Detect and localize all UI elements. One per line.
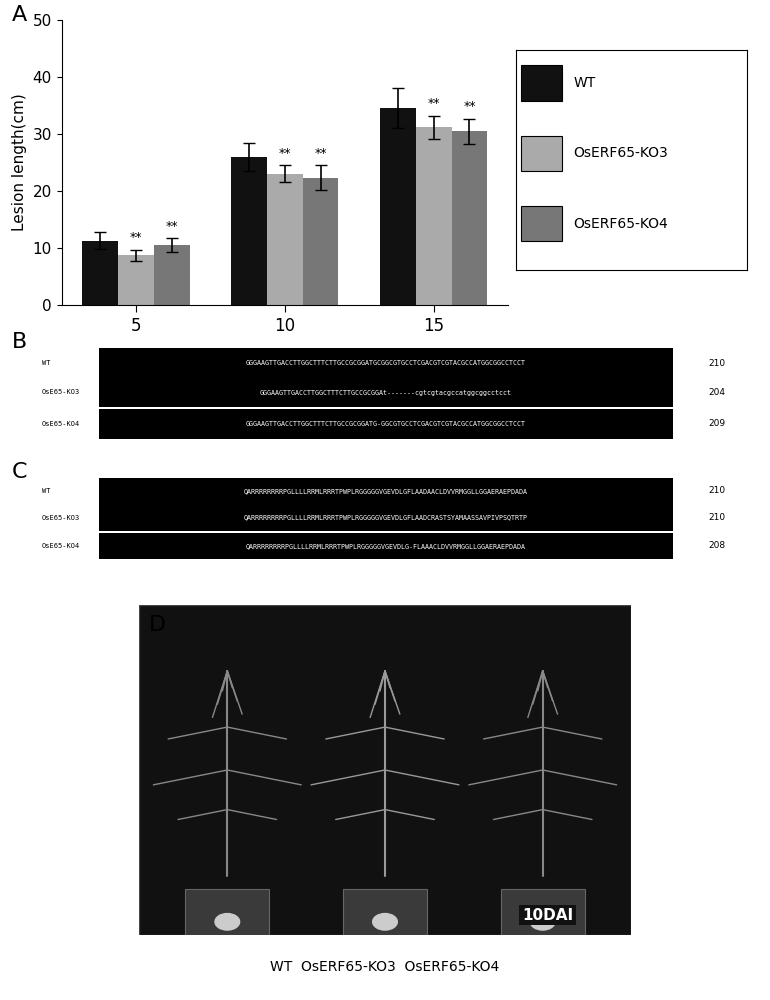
Bar [380,108,416,305]
FancyBboxPatch shape [99,504,672,531]
Text: GGGAAGTTGACCTTGGCTTTCTTGCCGCGGATGCGGCGTGCCTCGACGTCGTACGCCATGGCGGCCTCCT: GGGAAGTTGACCTTGGCTTTCTTGCCGCGGATGCGGCGTG… [246,360,526,366]
Text: D: D [149,615,166,635]
Text: C: C [12,462,27,482]
Bar [267,174,303,305]
Y-axis label: Lesion length(cm): Lesion length(cm) [12,94,27,231]
Text: QARRRRRRRRPGLLLLRRMLRRRTPWPLRGGGGGVGEVDLG-FLAAACLDVVRMGGLLGGAERAEPDADA: QARRRRRRRRPGLLLLRRMLRRRTPWPLRGGGGGVGEVDL… [246,543,526,549]
Text: 210: 210 [708,359,725,368]
Text: A: A [12,5,27,25]
Text: 210: 210 [708,513,725,522]
FancyBboxPatch shape [99,409,672,439]
FancyBboxPatch shape [521,206,562,241]
Text: 10DAI: 10DAI [522,908,573,923]
FancyBboxPatch shape [500,889,584,935]
Text: 204: 204 [708,388,725,397]
Text: **: ** [314,147,327,160]
FancyBboxPatch shape [521,136,562,171]
Text: 210: 210 [708,486,725,495]
Text: **: ** [427,97,440,110]
Text: QARRRRRRRRPGLLLLRRMLRRRTPWPLRGGGGGVGEVDLGFLAADCRASTSYAMAASSAVPIVPSQTRTP: QARRRRRRRRPGLLLLRRMLRRRTPWPLRGGGGGVGEVDL… [243,514,527,520]
Text: GGGAAGTTGACCTTGGCTTTCTTGCCGCGGAt-------cgtcgtacgccatggcggcctcct: GGGAAGTTGACCTTGGCTTTCTTGCCGCGGAt-------c… [259,389,511,395]
Text: OsE65-KO3: OsE65-KO3 [42,514,80,520]
FancyBboxPatch shape [99,478,672,504]
Bar [416,127,452,305]
Text: **: ** [464,100,476,113]
Circle shape [373,914,397,930]
Text: **: ** [166,220,178,233]
Text: OsERF65-KO4: OsERF65-KO4 [574,217,668,231]
Bar [118,255,154,305]
Text: WT  OsERF65-KO3  OsERF65-KO4: WT OsERF65-KO3 OsERF65-KO4 [270,960,500,974]
Bar [82,241,118,305]
Bar [303,178,339,305]
Circle shape [215,914,239,930]
Text: OsE65-KO4: OsE65-KO4 [42,543,80,549]
Circle shape [531,914,555,930]
Text: WT: WT [42,360,51,366]
Text: OsE65-KO4: OsE65-KO4 [42,421,80,427]
Text: **: ** [130,231,142,244]
Text: OsERF65-KO3: OsERF65-KO3 [574,146,668,160]
FancyBboxPatch shape [139,605,631,935]
Text: OsE65-KO3: OsE65-KO3 [42,389,80,395]
FancyBboxPatch shape [99,378,672,407]
Bar [154,245,189,305]
Text: WT: WT [42,488,51,494]
Text: 208: 208 [708,542,725,550]
Text: GGGAAGTTGACCTTGGCTTTCTTGCCGCGGATG-GGCGTGCCTCGACGTCGTACGCCATGGCGGCCTCCT: GGGAAGTTGACCTTGGCTTTCTTGCCGCGGATG-GGCGTG… [246,421,526,427]
Text: QARRRRRRRRPGLLLLRRMLRRRTPWPLRGGGGGVGEVDLGFLAADAACLDVVRMGGLLGGAERAEPDADA: QARRRRRRRRPGLLLLRRMLRRRTPWPLRGGGGGVGEVDL… [243,488,527,494]
Text: **: ** [279,147,291,160]
Text: B: B [12,332,27,352]
Bar [231,157,267,305]
Text: 209: 209 [708,420,725,428]
FancyBboxPatch shape [186,889,270,935]
FancyBboxPatch shape [99,348,672,378]
FancyBboxPatch shape [521,65,562,101]
Bar [452,131,487,305]
FancyBboxPatch shape [99,533,672,559]
Text: WT: WT [574,76,596,90]
FancyBboxPatch shape [343,889,427,935]
